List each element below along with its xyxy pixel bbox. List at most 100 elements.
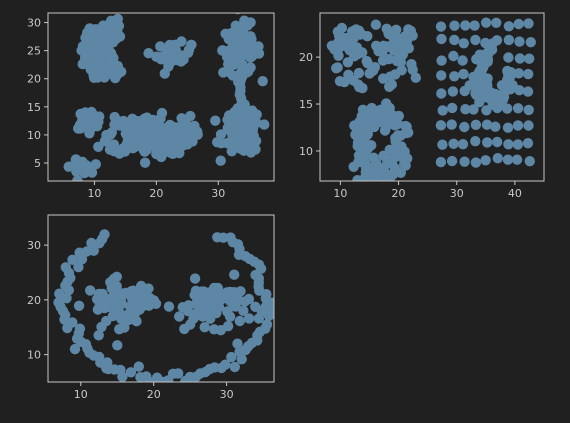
subplot-top-left: 10 20 30 5 10 15 20 25 30 [27, 12, 275, 200]
data-point [101, 363, 112, 374]
data-point [353, 156, 364, 168]
data-point [119, 288, 130, 299]
data-point [232, 338, 243, 349]
data-point [474, 74, 485, 85]
data-point [470, 136, 481, 147]
data-point [62, 322, 73, 334]
data-point [63, 285, 74, 296]
data-point [331, 62, 342, 74]
x-tick-label: 30 [450, 187, 464, 200]
data-point [449, 20, 460, 31]
data-point [503, 21, 515, 32]
data-point [407, 64, 418, 75]
data-point [368, 117, 380, 128]
data-point [227, 133, 238, 144]
data-point [67, 254, 78, 265]
y-tick-label: 5 [34, 157, 41, 170]
data-point [108, 58, 119, 70]
data-point [95, 27, 107, 38]
data-point [117, 371, 128, 382]
data-point [362, 58, 373, 69]
data-point [333, 50, 344, 61]
y-tick-label: 25 [27, 45, 41, 58]
data-point [94, 238, 105, 249]
data-point [470, 157, 482, 168]
data-point [125, 367, 137, 378]
data-point [171, 139, 182, 150]
data-point [94, 37, 105, 49]
data-point [490, 121, 501, 132]
data-point [470, 34, 481, 46]
data-point [350, 24, 361, 35]
data-point [80, 160, 92, 171]
data-point [513, 18, 524, 30]
y-tick-label: 15 [27, 101, 41, 114]
data-point [352, 175, 363, 181]
data-point [165, 57, 176, 68]
data-point [215, 155, 226, 166]
data-point [405, 28, 416, 39]
data-point [205, 313, 216, 324]
data-point [90, 119, 101, 131]
axes-frame [47, 214, 275, 383]
data-point [179, 323, 190, 335]
data-point [106, 127, 118, 138]
data-point [72, 175, 83, 181]
data-point [436, 33, 447, 45]
y-tick-label: 15 [299, 98, 313, 111]
data-point [189, 120, 200, 132]
data-point [92, 62, 103, 73]
data-point [447, 86, 459, 97]
x-tick-label: 30 [211, 187, 225, 200]
data-point [491, 17, 502, 28]
data-point [363, 187, 373, 197]
data-point [176, 36, 187, 47]
data-point [366, 65, 378, 77]
data-point [126, 313, 138, 325]
data-point [382, 41, 394, 52]
data-point [177, 50, 188, 61]
data-point [513, 68, 524, 79]
x-tick-label: 20 [149, 187, 163, 200]
data-point [470, 119, 482, 130]
data-point [436, 70, 447, 81]
data-point [524, 156, 535, 167]
data-point [503, 34, 515, 46]
data-point [124, 301, 136, 312]
data-point [73, 261, 84, 273]
data-point [84, 128, 95, 139]
data-point [338, 40, 349, 51]
x-tick-label: 30 [220, 388, 234, 401]
data-point [74, 120, 86, 131]
data-point [75, 108, 86, 120]
data-point [464, 80, 475, 91]
y-tick-label: 20 [27, 294, 41, 307]
data-point [389, 113, 400, 124]
data-point [161, 49, 172, 60]
data-point [238, 305, 249, 316]
data-point [233, 115, 245, 127]
data-point [512, 103, 524, 114]
data-point [76, 254, 88, 265]
data-point [400, 120, 411, 132]
data-point [181, 119, 192, 131]
data-point [191, 299, 202, 310]
axes-frame [319, 12, 545, 182]
data-point [339, 76, 350, 88]
data-point [502, 154, 514, 165]
data-point [378, 185, 388, 195]
data-point [458, 68, 469, 80]
data-point [93, 330, 104, 341]
data-point [139, 113, 150, 124]
data-point [446, 119, 457, 130]
data-point [257, 76, 268, 87]
data-point [200, 303, 211, 315]
data-point [173, 368, 184, 379]
data-point [69, 343, 81, 355]
data-point [245, 147, 257, 158]
data-point [399, 153, 410, 164]
data-point [92, 72, 103, 83]
data-point [112, 340, 123, 351]
data-point [448, 50, 459, 62]
